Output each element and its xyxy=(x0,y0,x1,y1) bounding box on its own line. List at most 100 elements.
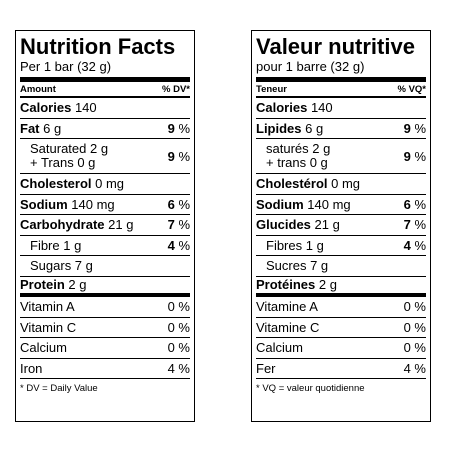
fat-label: Lipides xyxy=(256,120,302,136)
carbohydrate-amount: 21 g xyxy=(108,217,134,233)
calories-label: Calories xyxy=(20,100,72,116)
vitamin-name: Vitamin C xyxy=(20,319,77,335)
cholesterol-amount: 0 mg xyxy=(95,176,125,192)
saturated-dv: 9 xyxy=(167,148,175,164)
serving-size: Per 1 bar (32 g) xyxy=(20,59,112,74)
fibre-label: Fibres 1 g xyxy=(266,237,324,253)
vitamin-row: Calcium 0 % xyxy=(20,338,190,359)
vitamin-row: Vitamine A 0 % xyxy=(256,297,426,318)
protein-amount: 2 g xyxy=(318,277,337,293)
fat-row: Fat 6 g 9 % xyxy=(20,119,190,139)
fat-dv-unit: % xyxy=(414,120,426,136)
vitamin-name: Calcium xyxy=(256,340,303,356)
carbohydrate-amount: 21 g xyxy=(314,217,340,233)
carbohydrate-dv: 7 xyxy=(167,217,175,233)
saturated-label: Saturated 2 g xyxy=(30,141,109,156)
sodium-label: Sodium xyxy=(256,196,304,212)
saturated-label: saturés 2 g xyxy=(266,141,331,156)
vitamin-row: Vitamin C 0 % xyxy=(20,318,190,338)
carbohydrate-label: Carbohydrate xyxy=(20,217,105,233)
calories-label: Calories xyxy=(256,100,308,116)
vitamin-row: Calcium 0 % xyxy=(256,338,426,359)
sodium-dv-unit: % xyxy=(414,196,426,212)
sodium-amount: 140 mg xyxy=(71,196,115,212)
footnote: * VQ = valeur quotidienne xyxy=(256,383,365,394)
saturated-trans-row: Saturated 2 g + Trans 0 g 9 % xyxy=(20,139,190,174)
panel-title: Nutrition Facts xyxy=(20,34,176,59)
vitamin-row: Vitamine C 0 % xyxy=(256,318,426,338)
saturated-dv-unit: % xyxy=(178,148,190,164)
carbohydrate-label: Glucides xyxy=(256,217,311,233)
amount-header: Amount xyxy=(20,84,56,95)
fibre-dv: 4 xyxy=(167,237,175,253)
nutrition-facts-panel-french: Valeur nutritive pour 1 barre (32 g) Ten… xyxy=(251,30,431,422)
fat-amount: 6 g xyxy=(305,120,324,136)
vitamin-name: Fer xyxy=(256,360,276,376)
vitamin-row: Vitamin A 0 % xyxy=(20,297,190,318)
vitamin-dv: 4 % xyxy=(403,360,426,376)
carbohydrate-row: Carbohydrate 21 g 7 % xyxy=(20,215,190,236)
vitamin-row: Fer 4 % xyxy=(256,359,426,379)
trans-label: + Trans 0 g xyxy=(30,155,96,170)
dv-header: % DV* xyxy=(162,84,190,95)
calories-amount: 140 xyxy=(74,100,97,116)
sodium-row: Sodium 140 mg 6 % xyxy=(20,195,190,215)
thick-divider xyxy=(256,77,426,82)
fat-dv: 9 xyxy=(167,120,175,136)
fibre-dv-unit: % xyxy=(414,237,426,253)
vitamin-name: Vitamine A xyxy=(256,299,318,315)
calories-amount: 140 xyxy=(310,100,333,116)
fibre-row: Fibres 1 g 4 % xyxy=(256,236,426,256)
sugars-row: Sucres 7 g xyxy=(256,256,426,277)
cholesterol-amount: 0 mg xyxy=(331,176,361,192)
cholesterol-label: Cholestérol xyxy=(256,176,328,192)
sodium-dv: 6 xyxy=(167,196,175,212)
calories-row: Calories 140 xyxy=(20,98,190,119)
fibre-dv-unit: % xyxy=(178,237,190,253)
protein-label: Protein xyxy=(20,277,65,293)
sodium-dv: 6 xyxy=(403,196,411,212)
protein-row: Protéines 2 g xyxy=(256,277,426,297)
saturated-dv: 9 xyxy=(403,148,411,164)
fat-dv-unit: % xyxy=(178,120,190,136)
dv-header: % VQ* xyxy=(397,84,426,95)
fat-row: Lipides 6 g 9 % xyxy=(256,119,426,139)
calories-row: Calories 140 xyxy=(256,98,426,119)
sodium-amount: 140 mg xyxy=(307,196,351,212)
fibre-row: Fibre 1 g 4 % xyxy=(20,236,190,256)
nutrition-facts-panel-english: Nutrition Facts Per 1 bar (32 g) Amount … xyxy=(15,30,195,422)
vitamin-dv: 0 % xyxy=(167,340,190,356)
saturated-dv-unit: % xyxy=(414,148,426,164)
column-header: Teneur % VQ* xyxy=(256,82,426,98)
fat-dv: 9 xyxy=(403,120,411,136)
protein-label: Protéines xyxy=(256,277,316,293)
protein-amount: 2 g xyxy=(68,277,87,293)
vitamin-row: Iron 4 % xyxy=(20,359,190,379)
cholesterol-row: Cholesterol 0 mg xyxy=(20,174,190,195)
column-header: Amount % DV* xyxy=(20,82,190,98)
vitamin-dv: 0 % xyxy=(167,299,190,315)
serving-size: pour 1 barre (32 g) xyxy=(256,59,365,74)
sugars-row: Sugars 7 g xyxy=(20,256,190,277)
fat-amount: 6 g xyxy=(43,120,62,136)
sugars-label: Sucres 7 g xyxy=(266,258,329,274)
carbohydrate-row: Glucides 21 g 7 % xyxy=(256,215,426,236)
carbohydrate-dv-unit: % xyxy=(178,217,190,233)
saturated-trans-row: saturés 2 g + trans 0 g 9 % xyxy=(256,139,426,174)
sodium-row: Sodium 140 mg 6 % xyxy=(256,195,426,215)
vitamin-dv: 0 % xyxy=(403,340,426,356)
carbohydrate-dv: 7 xyxy=(403,217,411,233)
vitamin-dv: 0 % xyxy=(403,319,426,335)
vitamin-dv: 0 % xyxy=(403,299,426,315)
panel-title: Valeur nutritive xyxy=(256,34,415,59)
fibre-dv: 4 xyxy=(403,237,411,253)
amount-header: Teneur xyxy=(256,84,287,95)
sodium-dv-unit: % xyxy=(178,196,190,212)
sugars-label: Sugars 7 g xyxy=(30,258,93,274)
trans-label: + trans 0 g xyxy=(266,155,328,170)
footnote: * DV = Daily Value xyxy=(20,383,98,394)
cholesterol-label: Cholesterol xyxy=(20,176,92,192)
fat-label: Fat xyxy=(20,120,40,136)
vitamin-name: Vitamine C xyxy=(256,319,320,335)
sodium-label: Sodium xyxy=(20,196,68,212)
